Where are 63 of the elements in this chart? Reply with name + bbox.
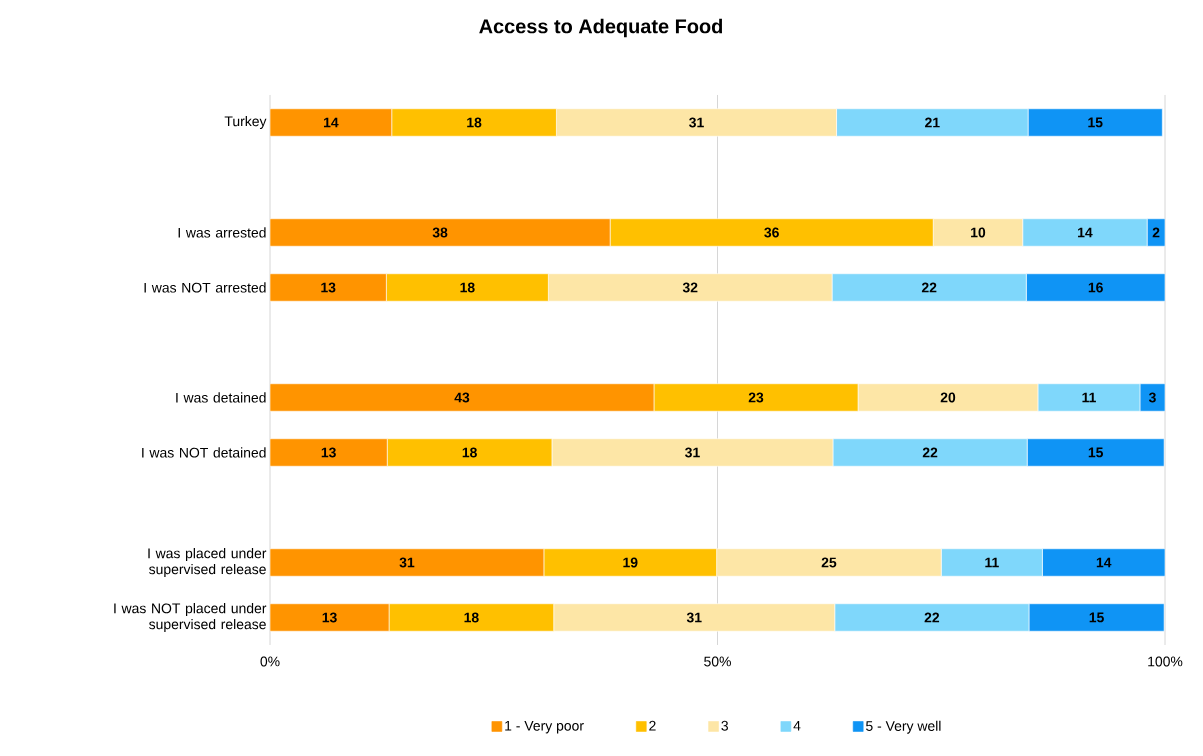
data-label: 22 [921, 282, 937, 293]
data-label: 19 [623, 557, 638, 568]
data-label: 13 [321, 282, 336, 293]
x-tick-label: 100% [1148, 656, 1183, 667]
y-tick-label: Turkey [224, 115, 267, 129]
bar [270, 383, 655, 412]
data-label: 14 [1096, 557, 1112, 568]
legend-label: 2 [649, 720, 656, 731]
data-label: 15 [1088, 447, 1104, 458]
data-label: 11 [1082, 392, 1096, 403]
x-tick-label: 50% [704, 656, 731, 667]
legend-label: 1 - Very poor [505, 720, 584, 734]
bar [270, 218, 611, 247]
data-label: 13 [321, 447, 336, 458]
legend-label: 5 - Very well [866, 720, 941, 734]
data-label: 31 [399, 557, 415, 568]
chart-title: Access to Adequate Food [479, 18, 723, 38]
data-label: 23 [748, 392, 764, 403]
bar [270, 108, 393, 137]
data-label: 11 [985, 557, 999, 568]
data-label: 3 [1148, 392, 1156, 403]
data-label: 18 [467, 117, 482, 128]
data-label: 15 [1089, 612, 1104, 623]
y-tick-label: I was detained [176, 392, 266, 403]
legend-label: 3 [721, 720, 728, 731]
legend-label: 4 [793, 720, 801, 731]
data-label: 22 [922, 447, 938, 458]
data-label: 43 [454, 392, 470, 403]
data-label: 14 [323, 117, 339, 128]
x-tick-label: 0% [260, 656, 280, 667]
bar [270, 438, 388, 467]
bar [1026, 438, 1165, 467]
data-label: 21 [925, 117, 940, 128]
data-label: 18 [460, 282, 475, 293]
y-tick-label: I was NOT arrested [144, 282, 266, 293]
data-label: 31 [685, 447, 700, 458]
data-label: 10 [971, 227, 986, 238]
data-label: 14 [1078, 227, 1093, 238]
data-label: 22 [924, 612, 940, 623]
data-label: 13 [322, 612, 337, 623]
data-label: 2 [1152, 227, 1160, 238]
y-tick-label: I was NOT detained [142, 447, 266, 458]
data-label: 31 [689, 117, 704, 128]
data-label: 16 [1088, 282, 1103, 293]
data-label: 36 [764, 227, 779, 238]
data-label: 20 [940, 392, 956, 403]
data-label: 38 [432, 227, 448, 238]
y-tick-label: I was NOT placed under supervised release [114, 603, 267, 632]
data-label: 18 [462, 447, 477, 458]
y-tick-label: I was placed under supervised release [148, 548, 267, 577]
bar [270, 603, 390, 632]
data-label: 32 [682, 282, 698, 293]
bar [1027, 108, 1163, 137]
bar [1025, 273, 1166, 302]
bar [270, 273, 387, 302]
data-label: 15 [1088, 117, 1103, 128]
data-label: 31 [686, 612, 702, 623]
y-tick-label: I was arrested [178, 227, 266, 238]
bar [1042, 548, 1166, 577]
data-label: 18 [464, 612, 479, 623]
bar [270, 548, 545, 577]
data-label: 25 [821, 557, 837, 568]
bar [1028, 603, 1165, 632]
